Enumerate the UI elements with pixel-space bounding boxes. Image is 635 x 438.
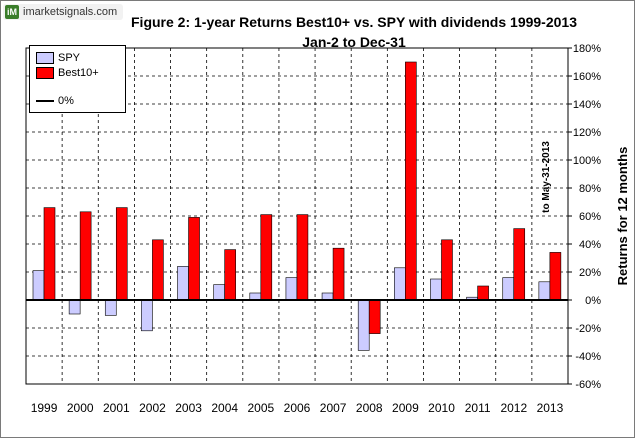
legend-item-spy: SPY bbox=[36, 51, 80, 64]
x-tick-label: 2001 bbox=[103, 401, 130, 415]
chart-title: Figure 2: 1-year Returns Best10+ vs. SPY… bbox=[131, 14, 577, 30]
bar-best10 bbox=[477, 285, 489, 301]
date-annotation: to May-31-2013 bbox=[541, 141, 552, 213]
x-tick-label: 2009 bbox=[392, 401, 419, 415]
bar-best10 bbox=[549, 252, 562, 301]
logo-text: imarketsignals.com bbox=[23, 6, 118, 18]
bar-best10 bbox=[441, 239, 453, 301]
y-tick-label: -60% bbox=[575, 379, 601, 391]
x-tick-label: 2007 bbox=[320, 401, 347, 415]
legend-swatch-spy bbox=[36, 51, 54, 64]
y-tick-label: 180% bbox=[573, 43, 601, 55]
x-tick-label: 2005 bbox=[248, 401, 275, 415]
y-tick-label: 0% bbox=[585, 295, 601, 307]
bar-spy bbox=[357, 299, 370, 351]
y-tick-label: 80% bbox=[579, 183, 601, 195]
bar-spy bbox=[285, 277, 298, 301]
bar-spy bbox=[321, 292, 334, 301]
y-tick-label: -20% bbox=[575, 323, 601, 335]
bar-best10 bbox=[43, 207, 56, 301]
x-tick-label: 2008 bbox=[356, 401, 383, 415]
legend-item-best10: Best10+ bbox=[36, 66, 99, 79]
plot-area: -60% -40% -20% 0% 20% 40% 60% 80% 100% 120% 140% 16… bbox=[25, 43, 601, 415]
y-tick-label: -40% bbox=[575, 351, 601, 363]
bar-spy bbox=[104, 299, 117, 316]
legend-label-zero: 0% bbox=[58, 94, 74, 107]
bar-best10 bbox=[296, 214, 309, 301]
logo-mark: iM bbox=[5, 5, 19, 19]
x-tick-label: 2004 bbox=[211, 401, 238, 415]
site-logo: iM imarketsignals.com bbox=[3, 4, 124, 20]
x-tick-label: 2013 bbox=[537, 401, 564, 415]
bar-best10 bbox=[405, 61, 417, 301]
y-tick-label: 120% bbox=[573, 127, 601, 139]
y-tick-label: 140% bbox=[573, 99, 601, 111]
x-tick-label: 2000 bbox=[67, 401, 94, 415]
bar-best10 bbox=[188, 217, 200, 301]
bar-best10 bbox=[368, 299, 381, 334]
x-tick-label: 1999 bbox=[31, 401, 58, 415]
legend-swatch-best10 bbox=[36, 66, 54, 79]
x-tick-label: 2012 bbox=[500, 401, 527, 415]
y-tick-label: 60% bbox=[579, 211, 601, 223]
bar-best10 bbox=[332, 247, 345, 301]
bar-spy bbox=[430, 278, 442, 301]
bar-best10 bbox=[260, 214, 273, 301]
bar-spy bbox=[141, 299, 153, 332]
chart-subtitle: Jan-2 to Dec-31 bbox=[302, 34, 406, 50]
y-axis-label: Returns for 12 months bbox=[615, 147, 630, 286]
x-tick-label: 2002 bbox=[139, 401, 166, 415]
x-tick-label: 2011 bbox=[465, 401, 491, 415]
x-tick-label: 2010 bbox=[428, 401, 455, 415]
x-tick-label: 2006 bbox=[284, 401, 311, 415]
bar-spy bbox=[394, 267, 406, 301]
x-tick-label: 2003 bbox=[175, 401, 202, 415]
bar-spy bbox=[68, 299, 81, 315]
legend-label-best10: Best10+ bbox=[58, 66, 99, 79]
bar-spy bbox=[177, 266, 189, 301]
legend-label-spy: SPY bbox=[58, 51, 81, 64]
bar-best10 bbox=[513, 228, 526, 301]
bar-best10 bbox=[152, 239, 164, 301]
y-tick-label: 160% bbox=[573, 71, 601, 83]
bar-best10 bbox=[115, 207, 128, 301]
y-tick-label: 100% bbox=[573, 155, 601, 167]
legend-line-zero bbox=[36, 99, 54, 102]
bar-spy bbox=[213, 284, 225, 301]
y-tick-label: 20% bbox=[579, 267, 601, 279]
bar-spy bbox=[538, 281, 551, 301]
bar-best10 bbox=[224, 249, 236, 301]
bar-spy bbox=[502, 277, 515, 301]
bar-best10 bbox=[79, 211, 92, 301]
bar-spy bbox=[249, 292, 262, 301]
y-tick-label: 40% bbox=[579, 239, 601, 251]
bar-spy bbox=[32, 270, 45, 301]
legend: SPY Best10+ 0% bbox=[29, 45, 126, 113]
legend-item-zero: 0% bbox=[36, 94, 74, 107]
